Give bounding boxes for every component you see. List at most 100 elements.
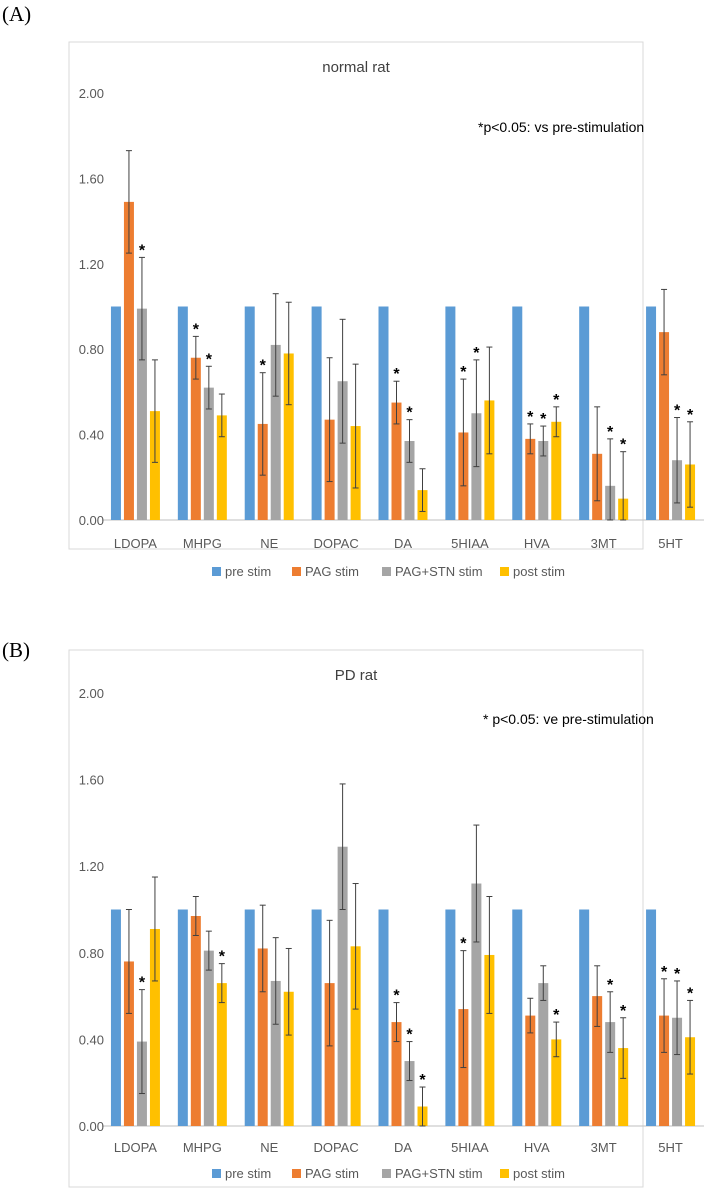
bar-post-stim bbox=[149, 411, 160, 520]
significance-marker: * bbox=[553, 392, 560, 409]
category-label: LDOPA bbox=[114, 536, 157, 551]
significance-marker: * bbox=[607, 424, 614, 441]
category-label: HVA bbox=[524, 536, 550, 551]
significance-marker: * bbox=[219, 949, 226, 966]
significance-marker: * bbox=[620, 437, 627, 454]
bar-pre-stim bbox=[244, 306, 255, 520]
significance-marker: * bbox=[139, 975, 146, 992]
bar-pag-stim bbox=[190, 915, 201, 1126]
bar-pag-stim bbox=[592, 996, 603, 1126]
y-tick-label: 0.40 bbox=[79, 1032, 104, 1047]
category-label: DOPAC bbox=[313, 1140, 358, 1155]
category-label: 5HT bbox=[658, 1140, 683, 1155]
significance-marker: * bbox=[406, 1027, 413, 1044]
bar-pre-stim bbox=[646, 909, 657, 1126]
category-label: 5HIAA bbox=[451, 536, 489, 551]
significance-marker: * bbox=[193, 321, 200, 338]
significance-marker: * bbox=[139, 242, 146, 259]
bar-pag-stn-stim bbox=[270, 980, 281, 1126]
significance-marker: * bbox=[460, 936, 467, 953]
y-tick-label: 1.60 bbox=[79, 171, 104, 186]
category-label: DOPAC bbox=[313, 536, 358, 551]
y-tick-label: 0.80 bbox=[79, 946, 104, 961]
bar-post-stim bbox=[350, 946, 361, 1126]
significance-marker: * bbox=[674, 403, 681, 420]
significance-marker: * bbox=[687, 407, 694, 424]
category-label: LDOPA bbox=[114, 1140, 157, 1155]
chart-normal-rat: normal rat *p<0.05: vs pre-stimulation 0.0… bbox=[68, 41, 704, 579]
bar-pag-stim bbox=[123, 201, 134, 520]
bar-pre-stim bbox=[445, 909, 456, 1126]
bar-pre-stim bbox=[579, 306, 590, 520]
bar-pre-stim bbox=[512, 909, 523, 1126]
bar-pag-stim bbox=[659, 1015, 670, 1126]
bar-post-stim bbox=[551, 421, 562, 520]
category-label: MHPG bbox=[183, 1140, 222, 1155]
bar-pag-stim bbox=[257, 948, 268, 1126]
panel-b-label: (B) bbox=[2, 638, 30, 662]
bar-post-stim bbox=[484, 400, 495, 520]
bar-pag-stim bbox=[391, 402, 402, 520]
y-tick-label: 1.20 bbox=[79, 859, 104, 874]
category-label: NE bbox=[260, 536, 278, 551]
bar-pre-stim bbox=[110, 306, 121, 520]
bar-pag-stim bbox=[659, 332, 670, 520]
bar-pre-stim bbox=[177, 909, 188, 1126]
y-tick-label: 1.60 bbox=[79, 773, 104, 788]
category-label: 3MT bbox=[591, 1140, 617, 1155]
significance-marker: * bbox=[674, 966, 681, 983]
bar-pre-stim bbox=[646, 306, 657, 520]
bar-pag-stn-stim bbox=[136, 308, 147, 520]
bar-pag-stn-stim bbox=[605, 1022, 616, 1126]
panel-a-label: (A) bbox=[2, 2, 32, 26]
chart-title: PD rat bbox=[335, 667, 378, 684]
y-tick-label: 2.00 bbox=[79, 86, 104, 101]
y-tick-label: 0.00 bbox=[79, 513, 104, 528]
significance-marker: * bbox=[419, 1072, 426, 1089]
bar-pag-stn-stim bbox=[337, 846, 348, 1126]
legend-swatch bbox=[500, 1169, 509, 1178]
y-tick-label: 1.20 bbox=[79, 257, 104, 272]
bar-post-stim bbox=[283, 353, 294, 520]
category-label: DA bbox=[394, 536, 412, 551]
bar-pag-stim bbox=[391, 1022, 402, 1126]
category-label: 5HIAA bbox=[451, 1140, 489, 1155]
chart-title: normal rat bbox=[322, 59, 390, 76]
bar-pre-stim bbox=[311, 909, 322, 1126]
significance-marker: * bbox=[473, 345, 480, 362]
significance-annotation: *p<0.05: vs pre-stimulation bbox=[478, 119, 644, 135]
bar-pre-stim bbox=[244, 909, 255, 1126]
legend-swatch bbox=[292, 1169, 301, 1178]
legend-label: post stim bbox=[513, 564, 565, 579]
significance-marker: * bbox=[393, 366, 400, 383]
legend-label: pre stim bbox=[225, 1166, 271, 1181]
significance-marker: * bbox=[460, 364, 467, 381]
legend-label: PAG stim bbox=[305, 564, 359, 579]
significance-marker: * bbox=[406, 405, 413, 422]
bar-pag-stn-stim bbox=[538, 441, 549, 520]
legend-label: post stim bbox=[513, 1166, 565, 1181]
significance-marker: * bbox=[607, 977, 614, 994]
bar-pag-stn-stim bbox=[471, 883, 482, 1126]
category-label: HVA bbox=[524, 1140, 550, 1155]
legend-swatch bbox=[212, 1169, 221, 1178]
significance-marker: * bbox=[687, 985, 694, 1002]
significance-marker: * bbox=[540, 411, 547, 428]
y-tick-label: 0.80 bbox=[79, 342, 104, 357]
bar-pag-stim bbox=[324, 983, 335, 1126]
significance-marker: * bbox=[393, 988, 400, 1005]
y-tick-label: 0.00 bbox=[79, 1119, 104, 1134]
legend-swatch bbox=[292, 567, 301, 576]
significance-marker: * bbox=[620, 1003, 627, 1020]
significance-marker: * bbox=[661, 964, 668, 981]
significance-marker: * bbox=[553, 1007, 560, 1024]
bar-post-stim bbox=[216, 415, 227, 520]
bar-post-stim bbox=[685, 1037, 696, 1126]
bar-post-stim bbox=[618, 1048, 629, 1126]
bar-post-stim bbox=[484, 954, 495, 1126]
category-label: 5HT bbox=[658, 536, 683, 551]
bar-pag-stn-stim bbox=[538, 983, 549, 1126]
legend-label: pre stim bbox=[225, 564, 271, 579]
legend-label: PAG stim bbox=[305, 1166, 359, 1181]
bar-post-stim bbox=[283, 991, 294, 1126]
